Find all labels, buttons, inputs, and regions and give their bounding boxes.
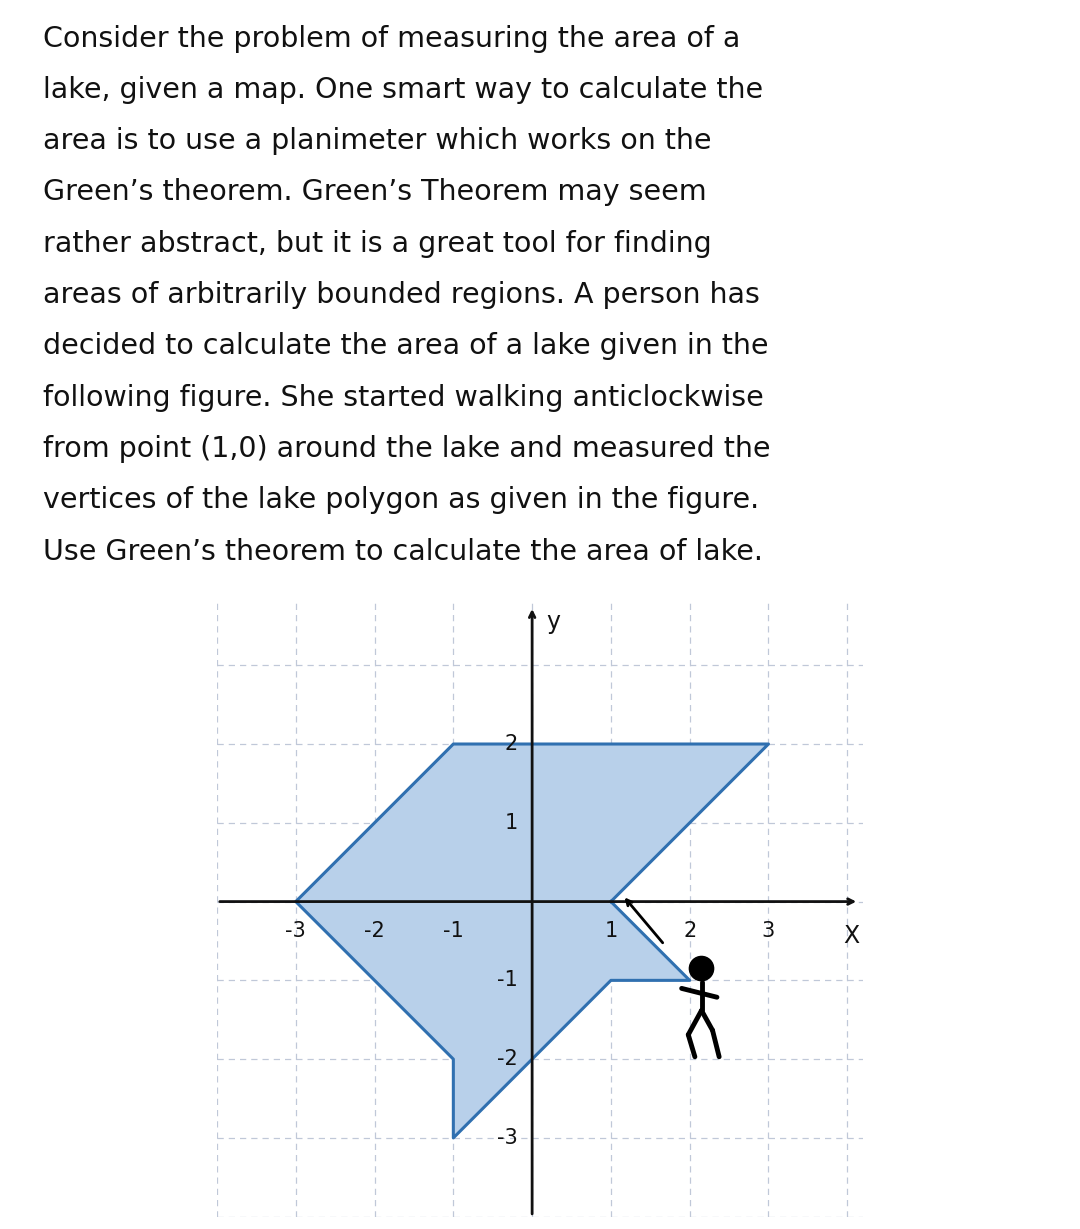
Circle shape	[689, 956, 714, 981]
Text: -1: -1	[497, 971, 518, 991]
Text: -1: -1	[443, 922, 463, 941]
Text: Green’s theorem. Green’s Theorem may seem: Green’s theorem. Green’s Theorem may see…	[43, 178, 706, 206]
Text: decided to calculate the area of a lake given in the: decided to calculate the area of a lake …	[43, 332, 769, 360]
Text: 3: 3	[761, 922, 775, 941]
Text: -3: -3	[497, 1128, 518, 1148]
Text: vertices of the lake polygon as given in the figure.: vertices of the lake polygon as given in…	[43, 487, 759, 514]
Text: following figure. She started walking anticlockwise: following figure. She started walking an…	[43, 383, 764, 412]
Text: -2: -2	[497, 1050, 518, 1069]
Text: 2: 2	[683, 922, 697, 941]
Text: lake, given a map. One smart way to calculate the: lake, given a map. One smart way to calc…	[43, 76, 764, 104]
Text: Use Green’s theorem to calculate the area of lake.: Use Green’s theorem to calculate the are…	[43, 537, 764, 565]
Text: 1: 1	[605, 922, 618, 941]
Text: -2: -2	[364, 922, 384, 941]
Text: Consider the problem of measuring the area of a: Consider the problem of measuring the ar…	[43, 25, 741, 53]
Text: from point (1,0) around the lake and measured the: from point (1,0) around the lake and mea…	[43, 435, 771, 463]
Text: 1: 1	[504, 812, 518, 833]
Text: area is to use a planimeter which works on the: area is to use a planimeter which works …	[43, 127, 712, 155]
Text: y: y	[546, 610, 561, 634]
Text: -3: -3	[285, 922, 306, 941]
Text: rather abstract, but it is a great tool for finding: rather abstract, but it is a great tool …	[43, 230, 712, 258]
Text: areas of arbitrarily bounded regions. A person has: areas of arbitrarily bounded regions. A …	[43, 281, 760, 308]
Text: X: X	[843, 924, 860, 948]
Polygon shape	[296, 744, 769, 1138]
Text: 2: 2	[504, 734, 518, 755]
